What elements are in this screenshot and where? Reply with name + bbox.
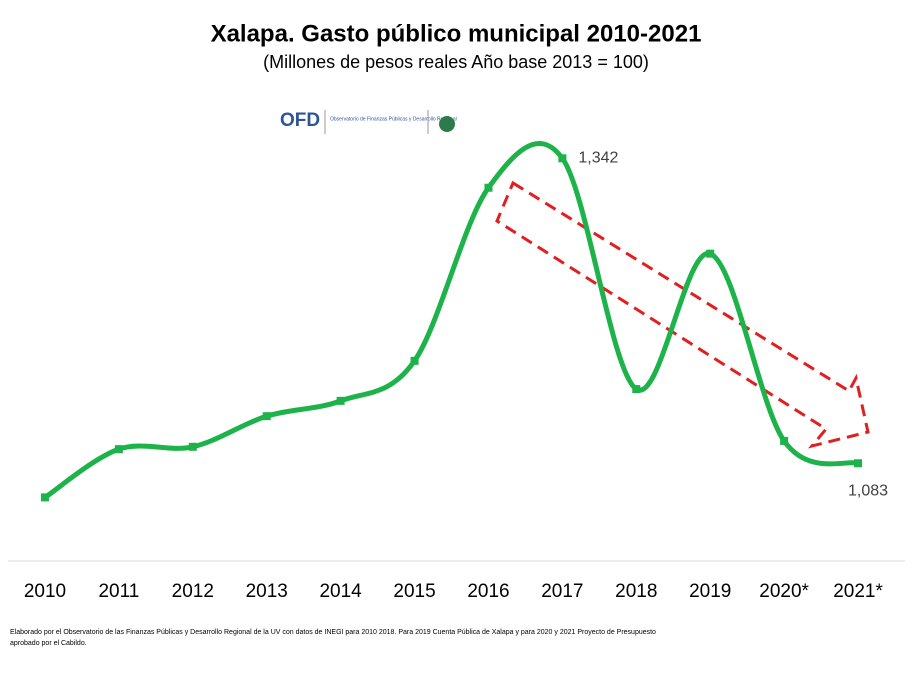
trend-arrow <box>495 180 870 449</box>
x-tick-label: 2015 <box>393 581 435 602</box>
point <box>262 412 271 421</box>
logo-emblem <box>439 116 455 132</box>
x-tick-label: 2010 <box>24 581 66 602</box>
footnote: Elaborado por el Observatorio de las Fin… <box>10 629 656 647</box>
logo-text: OFD <box>280 110 320 131</box>
x-tick-label: 2014 <box>319 581 362 602</box>
x-tick-label: 2021* <box>833 581 883 602</box>
x-tick-label: 2016 <box>467 581 509 602</box>
chart-subtitle: (Millones de pesos reales Año base 2013 … <box>263 52 649 72</box>
logo: OFD Observatorio de Finanzas Públicas y … <box>280 110 457 134</box>
point <box>188 442 197 451</box>
x-tick-label: 2019 <box>689 581 731 602</box>
x-tick-label: 2013 <box>246 581 288 602</box>
x-tick-label: 2012 <box>172 581 214 602</box>
point <box>632 385 641 394</box>
x-tick-label: 2018 <box>615 581 657 602</box>
chart-title: Xalapa. Gasto público municipal 2010-202… <box>211 20 702 47</box>
point <box>558 154 567 163</box>
x-tick-label: 2011 <box>98 581 139 602</box>
point <box>706 249 715 258</box>
point <box>114 445 123 454</box>
point <box>336 396 345 405</box>
data-label: 1,083 <box>848 482 888 499</box>
point <box>780 436 789 445</box>
logo-caption: Observatorio de Finanzas Públicas y Desa… <box>330 116 457 122</box>
x-tick-label: 2017 <box>541 581 583 602</box>
point <box>40 493 49 502</box>
data-label: 1,342 <box>578 150 618 167</box>
x-tick-label: 2020* <box>759 581 809 602</box>
point <box>854 459 863 468</box>
line <box>43 141 859 500</box>
point <box>484 183 493 192</box>
point <box>410 356 419 365</box>
